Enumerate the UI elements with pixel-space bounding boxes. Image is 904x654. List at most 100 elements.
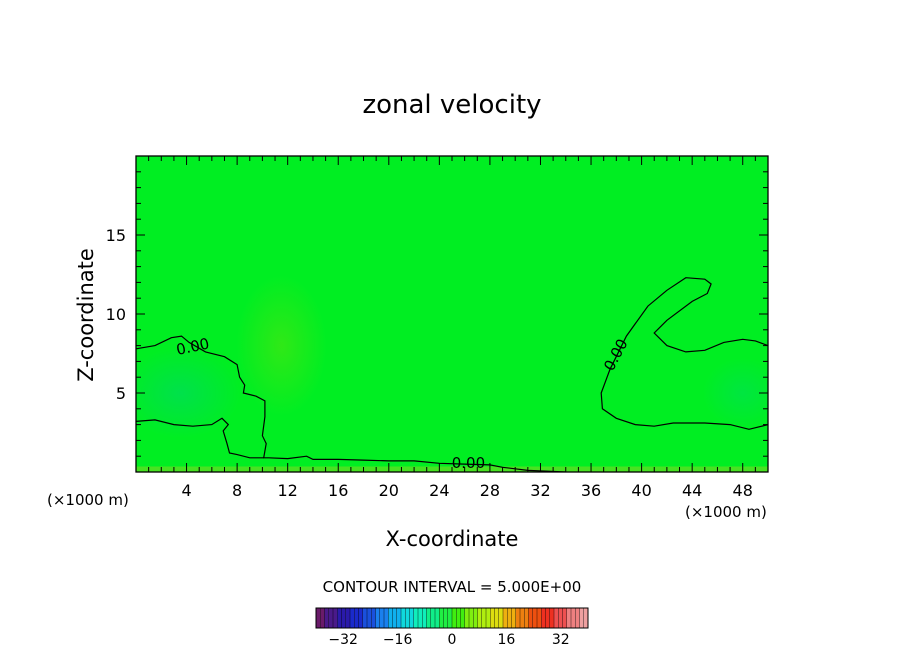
y-tick-label: 10 <box>106 305 126 324</box>
colorbar-swatch <box>328 608 333 628</box>
colorbar-swatch <box>337 608 342 628</box>
colorbar-swatch <box>545 608 550 628</box>
colorbar-swatch <box>358 608 363 628</box>
colorbar: −32 −16 0 16 32 <box>315 607 589 648</box>
colorbar-tick-label: 32 <box>552 632 570 648</box>
colorbar-swatch <box>566 608 571 628</box>
y-tick-label: 15 <box>106 226 126 245</box>
colorbar-swatch <box>422 608 427 628</box>
colorbar-tick-label: 16 <box>497 632 515 648</box>
x-tick-label: 12 <box>278 481 298 500</box>
colorbar-swatch <box>477 608 482 628</box>
colorbar-frame <box>315 607 589 629</box>
colorbar-swatch <box>379 608 384 628</box>
colorbar-swatch <box>460 608 465 628</box>
colorbar-swatch <box>511 608 516 628</box>
colorbar-swatch <box>503 608 508 628</box>
field-blob-right <box>702 358 768 428</box>
x-tick-label: 16 <box>328 481 348 500</box>
colorbar-swatch <box>524 608 529 628</box>
colorbar-swatch <box>579 608 584 628</box>
colorbar-swatch <box>392 608 397 628</box>
colorbar-swatch <box>320 608 325 628</box>
colorbar-swatch <box>549 608 554 628</box>
colorbar-swatch <box>528 608 533 628</box>
colorbar-swatch <box>464 608 469 628</box>
x-tick-label: 48 <box>733 481 753 500</box>
colorbar-swatch <box>575 608 580 628</box>
colorbar-swatch <box>571 608 576 628</box>
colorbar-tick-label: 0 <box>448 632 457 648</box>
y-tick-label: 5 <box>116 384 126 403</box>
colorbar-swatch <box>456 608 461 628</box>
colorbar-swatch <box>333 608 338 628</box>
colorbar-swatch <box>324 608 329 628</box>
colorbar-title: CONTOUR INTERVAL = 5.000E+00 <box>323 578 582 596</box>
colorbar-swatch <box>350 608 355 628</box>
x-tick-label: 24 <box>429 481 449 500</box>
chart-title: zonal velocity <box>362 90 541 120</box>
colorbar-swatch <box>405 608 410 628</box>
colorbar-swatch <box>507 608 512 628</box>
colorbar-swatch <box>469 608 474 628</box>
colorbar-swatch <box>384 608 389 628</box>
colorbar-swatch <box>316 608 321 628</box>
contour-label-surface: 0.00 <box>452 454 485 472</box>
colorbar-swatch <box>362 608 367 628</box>
x-tick-label: 20 <box>379 481 399 500</box>
x-tick-label: 44 <box>682 481 702 500</box>
x-tick-label: 36 <box>581 481 601 500</box>
x-tick-label: 32 <box>530 481 550 500</box>
contour-line-2 <box>600 277 768 430</box>
colorbar-swatch <box>481 608 486 628</box>
colorbar-swatch <box>418 608 423 628</box>
colorbar-swatch <box>401 608 406 628</box>
colorbar-swatch <box>341 608 346 628</box>
colorbar-swatch <box>435 608 440 628</box>
x-tick-label: 4 <box>181 481 191 500</box>
colorbar-swatch <box>371 608 376 628</box>
y-axis-title: Z-coordinate <box>74 248 98 382</box>
x-tick-label: 28 <box>480 481 500 500</box>
colorbar-swatch <box>409 608 414 628</box>
colorbar-tick-label: −32 <box>328 632 358 648</box>
contour-line-0 <box>136 335 566 472</box>
colorbar-swatch <box>494 608 499 628</box>
x-unit-label-right: (×1000 m) <box>685 503 767 521</box>
colorbar-swatch <box>554 608 559 628</box>
colorbar-swatch <box>430 608 435 628</box>
contour-line-1 <box>136 417 264 459</box>
colorbar-swatch <box>426 608 431 628</box>
colorbar-swatch <box>490 608 495 628</box>
colorbar-swatch <box>520 608 525 628</box>
x-axis-title: X-coordinate <box>386 527 519 551</box>
colorbar-swatch <box>345 608 350 628</box>
colorbar-swatch <box>558 608 563 628</box>
colorbar-swatch <box>532 608 537 628</box>
colorbar-swatch <box>439 608 444 628</box>
colorbar-swatch <box>473 608 478 628</box>
colorbar-swatch <box>541 608 546 628</box>
x-unit-label-left: (×1000 m) <box>47 491 129 509</box>
colorbar-swatch <box>375 608 380 628</box>
colorbar-swatch <box>447 608 452 628</box>
colorbar-swatch <box>396 608 401 628</box>
x-tick-label: 8 <box>232 481 242 500</box>
field-blob-left <box>136 348 241 438</box>
colorbar-swatch <box>583 608 588 628</box>
field-blob-center <box>236 275 327 416</box>
colorbar-swatch <box>515 608 520 628</box>
colorbar-swatch <box>413 608 418 628</box>
colorbar-tick-label: −16 <box>383 632 413 648</box>
colorbar-swatch <box>354 608 359 628</box>
colorbar-swatch <box>452 608 457 628</box>
colorbar-swatch <box>388 608 393 628</box>
colorbar-swatch <box>367 608 372 628</box>
colorbar-swatch <box>443 608 448 628</box>
colorbar-swatch <box>562 608 567 628</box>
colorbar-swatch <box>537 608 542 628</box>
colorbar-swatch <box>498 608 503 628</box>
x-tick-label: 40 <box>631 481 651 500</box>
